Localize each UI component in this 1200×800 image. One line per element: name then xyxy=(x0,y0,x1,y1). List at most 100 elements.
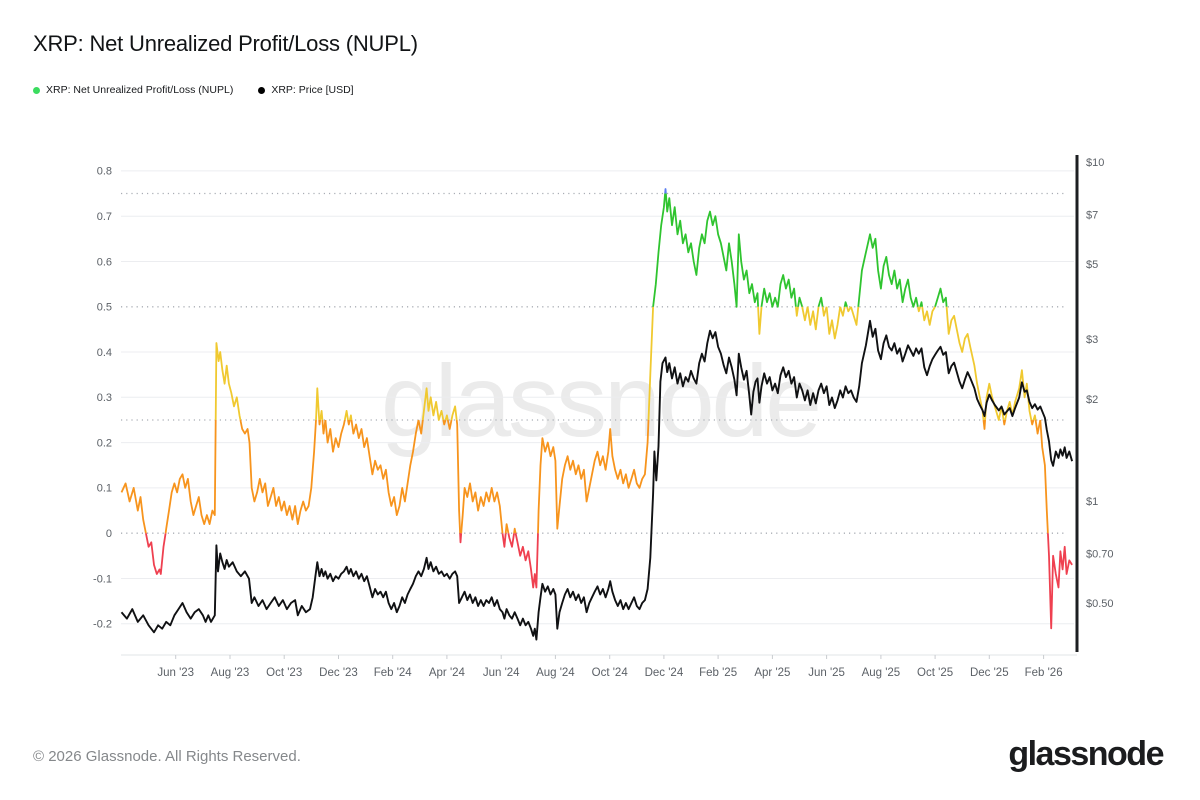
nupl-line-segment xyxy=(444,414,449,421)
nupl-line-segment xyxy=(982,419,986,430)
x-axis-label: Jun '25 xyxy=(808,667,845,679)
x-axis-label: Jun '24 xyxy=(483,667,520,679)
nupl-line-segment xyxy=(513,527,517,534)
nupl-line-segment xyxy=(843,301,848,308)
x-axis-label: Apr '25 xyxy=(754,667,790,679)
nupl-line-segment xyxy=(504,523,510,534)
nupl-line-segment xyxy=(145,533,167,575)
y-axis-label-right: $10 xyxy=(1086,157,1104,169)
nupl-line-segment xyxy=(417,419,424,435)
nupl-line-segment xyxy=(514,533,539,589)
nupl-line-segment xyxy=(446,419,453,430)
nupl-line-segment xyxy=(1039,419,1049,534)
nupl-line-segment xyxy=(857,233,919,308)
nupl-line-segment xyxy=(318,419,322,426)
nupl-line-segment xyxy=(919,301,924,308)
y-axis-label-left: 0.1 xyxy=(97,483,112,495)
y-axis-label-right: $1 xyxy=(1086,496,1098,508)
nupl-line-segment xyxy=(934,287,948,308)
nupl-line-segment xyxy=(164,419,217,534)
y-axis-label-right: $2 xyxy=(1086,394,1098,406)
right-axis-bar xyxy=(1075,155,1079,652)
nupl-line-segment xyxy=(1032,414,1037,421)
nupl-line-segment xyxy=(460,482,504,534)
legend-item-nupl[interactable]: XRP: Net Unrealized Profit/Loss (NUPL) xyxy=(33,84,233,96)
y-axis-label-right: $0.70 xyxy=(1086,548,1114,560)
y-axis-label-right: $7 xyxy=(1086,209,1098,221)
x-axis-label: Aug '24 xyxy=(536,667,575,679)
nupl-line-segment xyxy=(817,296,824,308)
nupl-line-segment xyxy=(806,306,820,331)
nupl-line-segment xyxy=(343,410,349,421)
x-axis-label: Apr '24 xyxy=(429,667,466,679)
nupl-line-segment xyxy=(315,387,321,421)
glassnode-logo: glassnode xyxy=(1008,735,1164,773)
x-axis-label: Dec '25 xyxy=(970,667,1009,679)
nupl-line-segment xyxy=(239,419,317,525)
nupl-line-segment xyxy=(647,306,654,421)
nupl-line-segment xyxy=(1002,419,1007,426)
y-axis-label-left: 0.8 xyxy=(97,166,112,178)
nupl-line-segment xyxy=(350,419,420,516)
nupl-line-segment xyxy=(850,306,860,326)
nupl-line-segment xyxy=(652,193,666,307)
footer-copyright: © 2026 Glassnode. All Rights Reserved. xyxy=(33,748,301,765)
nupl-line-segment xyxy=(795,306,799,317)
nupl-line-segment xyxy=(801,306,809,322)
x-axis-label: Aug '25 xyxy=(862,667,901,679)
nupl-line-segment xyxy=(760,274,797,308)
y-axis-label-left: 0.7 xyxy=(97,211,112,223)
y-axis-label-left: 0.3 xyxy=(97,392,112,404)
y-axis-label-left: 0 xyxy=(106,528,112,540)
nupl-line-segment xyxy=(459,533,463,544)
y-axis-label-left: 0.2 xyxy=(97,437,112,449)
x-axis-label: Feb '25 xyxy=(699,667,737,679)
nupl-line-segment xyxy=(921,306,936,326)
nupl-line-segment xyxy=(1047,533,1073,630)
x-axis-label: Dec '23 xyxy=(319,667,358,679)
nupl-line-segment xyxy=(839,306,846,317)
nupl-line-segment xyxy=(917,306,922,313)
legend-item-price[interactable]: XRP: Price [USD] xyxy=(258,84,354,96)
nupl-line-segment xyxy=(757,306,763,335)
nupl-legend-dot-icon xyxy=(33,86,40,94)
nupl-line-segment xyxy=(507,533,515,548)
nupl-line-segment xyxy=(1030,419,1035,426)
x-axis-label: Feb '26 xyxy=(1025,667,1063,679)
nupl-line-segment xyxy=(347,419,351,426)
y-axis-label-left: 0.4 xyxy=(97,347,112,359)
nupl-line-segment xyxy=(455,419,461,534)
x-axis-label: Dec '24 xyxy=(645,667,684,679)
nupl-line-segment xyxy=(664,188,667,194)
x-axis-label: Oct '25 xyxy=(917,667,953,679)
nupl-line-segment xyxy=(421,387,445,421)
page-title: XRP: Net Unrealized Profit/Loss (NUPL) xyxy=(33,31,418,56)
nupl-line-segment xyxy=(321,419,327,435)
legend-item-nupl-label: XRP: Net Unrealized Profit/Loss (NUPL) xyxy=(46,84,234,96)
y-axis-label-left: 0.5 xyxy=(97,302,112,314)
nupl-line-segment xyxy=(821,306,828,317)
nupl-line-segment xyxy=(846,306,852,313)
nupl-line-segment xyxy=(797,296,804,308)
nupl-line-segment xyxy=(349,414,353,421)
nupl-line-segment xyxy=(120,482,147,534)
price-legend-dot-icon xyxy=(258,86,266,94)
y-axis-label-left: -0.1 xyxy=(93,573,112,585)
x-axis-label: Oct '23 xyxy=(266,667,302,679)
nupl-line-segment xyxy=(442,419,447,426)
x-axis-label: Feb '24 xyxy=(374,667,413,679)
x-axis-label: Aug '23 xyxy=(211,667,250,679)
nupl-line-segment xyxy=(1034,419,1042,435)
y-axis-label-right: $3 xyxy=(1086,334,1098,346)
nupl-line-segment xyxy=(825,306,842,340)
x-axis-label: Jun '23 xyxy=(157,667,194,679)
y-axis-label-right: $0.50 xyxy=(1086,598,1114,610)
nupl-line-segment xyxy=(319,410,324,421)
x-axis-label: Oct '24 xyxy=(592,667,629,679)
nupl-line-segment xyxy=(501,533,507,548)
nupl-line-segment xyxy=(450,405,458,421)
y-axis-label-left: 0.6 xyxy=(97,256,112,268)
nupl-line-segment xyxy=(665,193,759,308)
